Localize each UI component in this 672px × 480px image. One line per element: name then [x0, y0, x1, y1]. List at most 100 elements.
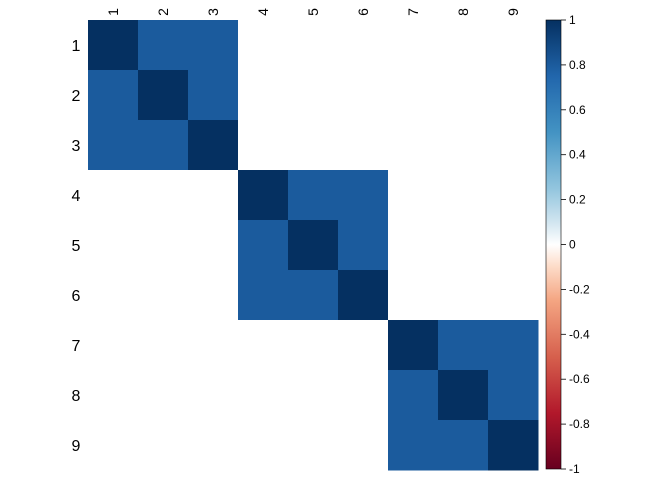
- heatmap-cell-r6-c4: [238, 270, 289, 321]
- heatmap-cell-r9-c7: [388, 420, 439, 471]
- heatmap-cell-r3-c3: [188, 120, 239, 171]
- heatmap-cell-r3-c5: [288, 120, 339, 171]
- heatmap-cell-r3-c6: [338, 120, 389, 171]
- row-label-3: 3: [72, 138, 81, 155]
- heatmap-cell-r8-c6: [338, 370, 389, 421]
- heatmap-cell-r5-c2: [138, 220, 189, 271]
- heatmap-cell-r4-c4: [238, 170, 289, 221]
- row-label-4: 4: [72, 188, 81, 205]
- heatmap-cell-r3-c4: [238, 120, 289, 171]
- colorbar-tick-label: -0.2: [569, 282, 590, 296]
- heatmap-cell-r4-c3: [188, 170, 239, 221]
- heatmap-cell-r5-c9: [488, 220, 539, 271]
- column-label-7: 7: [405, 8, 421, 16]
- heatmap-cell-r1-c2: [138, 20, 189, 71]
- heatmap-cell-r6-c6: [338, 270, 389, 321]
- heatmap-cell-r7-c3: [188, 320, 239, 371]
- heatmap-cell-r7-c1: [88, 320, 139, 371]
- heatmap-cell-r6-c7: [388, 270, 439, 321]
- heatmap-cell-r8-c2: [138, 370, 189, 421]
- heatmap-cell-r9-c1: [88, 420, 139, 471]
- heatmap-cell-r7-c2: [138, 320, 189, 371]
- heatmap-cell-r2-c8: [438, 70, 489, 121]
- heatmap-cell-r9-c8: [438, 420, 489, 471]
- column-label-5: 5: [305, 8, 321, 16]
- column-label-2: 2: [155, 8, 171, 16]
- row-label-5: 5: [72, 238, 81, 255]
- colorbar-tick-label: 0.4: [569, 148, 586, 162]
- colorbar-gradient: [545, 19, 562, 470]
- heatmap-cell-r6-c2: [138, 270, 189, 321]
- heatmap-cell-r1-c6: [338, 20, 389, 71]
- heatmap-cells: [88, 20, 539, 471]
- heatmap-cell-r4-c7: [388, 170, 439, 221]
- row-label-2: 2: [72, 88, 81, 105]
- heatmap-cell-r3-c7: [388, 120, 439, 171]
- colorbar-tick-label: -1: [569, 462, 580, 476]
- heatmap-cell-r5-c6: [338, 220, 389, 271]
- heatmap-cell-r1-c5: [288, 20, 339, 71]
- colorbar-tick-label: 0.6: [569, 103, 586, 117]
- colorbar-tick-label: 0: [569, 238, 576, 252]
- heatmap-cell-r8-c7: [388, 370, 439, 421]
- heatmap-cell-r2-c4: [238, 70, 289, 121]
- heatmap-cell-r9-c2: [138, 420, 189, 471]
- row-labels: 1 2 3 4 5 6 7 8 9: [72, 38, 81, 455]
- heatmap-cell-r6-c5: [288, 270, 339, 321]
- heatmap-cell-r1-c4: [238, 20, 289, 71]
- heatmap-cell-r9-c6: [338, 420, 389, 471]
- heatmap-cell-r1-c7: [388, 20, 439, 71]
- heatmap-cell-r9-c3: [188, 420, 239, 471]
- heatmap-cell-r3-c9: [488, 120, 539, 171]
- heatmap-cell-r3-c1: [88, 120, 139, 171]
- heatmap-cell-r2-c5: [288, 70, 339, 121]
- heatmap-cell-r8-c8: [438, 370, 489, 421]
- heatmap-cell-r7-c7: [388, 320, 439, 371]
- column-label-6: 6: [355, 8, 371, 16]
- heatmap-cell-r1-c3: [188, 20, 239, 71]
- colorbar-tick-label: 1: [569, 13, 576, 27]
- heatmap-cell-r1-c8: [438, 20, 489, 71]
- heatmap-cell-r3-c2: [138, 120, 189, 171]
- heatmap-cell-r2-c1: [88, 70, 139, 121]
- heatmap-cell-r7-c4: [238, 320, 289, 371]
- heatmap-cell-r4-c1: [88, 170, 139, 221]
- heatmap-cell-r2-c6: [338, 70, 389, 121]
- colorbar-tick-label: 0.2: [569, 193, 586, 207]
- column-label-3: 3: [205, 8, 221, 16]
- heatmap-cell-r5-c4: [238, 220, 289, 271]
- heatmap-cell-r7-c8: [438, 320, 489, 371]
- colorbar-tick-label: -0.6: [569, 372, 590, 386]
- heatmap-cell-r9-c5: [288, 420, 339, 471]
- heatmap-cell-r9-c9: [488, 420, 539, 471]
- heatmap-cell-r5-c3: [188, 220, 239, 271]
- heatmap-cell-r3-c8: [438, 120, 489, 171]
- colorbar-tick-label: 0.8: [569, 58, 586, 72]
- heatmap-cell-r6-c8: [438, 270, 489, 321]
- row-label-8: 8: [72, 388, 81, 405]
- column-label-1: 1: [105, 8, 121, 16]
- colorbar-legend: 1 0.8 0.6 0.4 0.2 0 -0.2 -0.4 -0.6 -0.8 -1: [545, 13, 590, 476]
- column-labels: 1 2 3 4 5 6 7 8 9: [105, 8, 521, 16]
- heatmap-cell-r5-c7: [388, 220, 439, 271]
- row-label-9: 9: [72, 438, 81, 455]
- row-label-1: 1: [72, 38, 81, 55]
- heatmap-cell-r9-c4: [238, 420, 289, 471]
- row-label-7: 7: [72, 338, 81, 355]
- heatmap-cell-r5-c8: [438, 220, 489, 271]
- column-label-9: 9: [505, 8, 521, 16]
- heatmap-cell-r1-c9: [488, 20, 539, 71]
- heatmap-cell-r6-c1: [88, 270, 139, 321]
- colorbar-tick-label: -0.4: [569, 327, 590, 341]
- heatmap-cell-r6-c9: [488, 270, 539, 321]
- heatmap-cell-r4-c5: [288, 170, 339, 221]
- heatmap-cell-r2-c7: [388, 70, 439, 121]
- heatmap-cell-r5-c5: [288, 220, 339, 271]
- heatmap-cell-r6-c3: [188, 270, 239, 321]
- heatmap-cell-r2-c3: [188, 70, 239, 121]
- heatmap-cell-r7-c5: [288, 320, 339, 371]
- heatmap-cell-r4-c9: [488, 170, 539, 221]
- heatmap-cell-r8-c5: [288, 370, 339, 421]
- column-label-8: 8: [455, 8, 471, 16]
